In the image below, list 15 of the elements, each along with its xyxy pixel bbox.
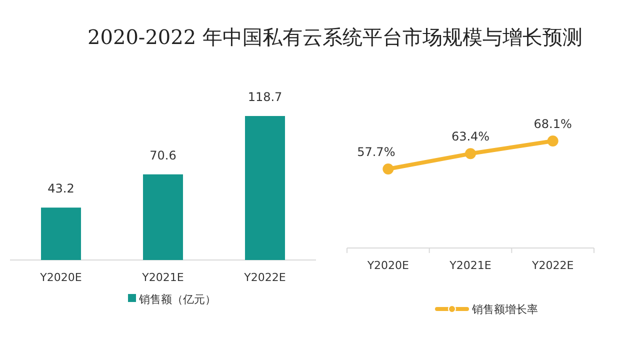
data-label: 70.6 (150, 148, 176, 162)
x-tick-label: Y2022E (243, 271, 286, 284)
legend-label: 销售额（亿元） (138, 293, 216, 306)
data-label: 43.2 (48, 182, 74, 196)
x-tick-label: Y2020E (39, 271, 82, 284)
x-tick-label: Y2020E (366, 259, 410, 272)
data-label: 63.4% (451, 130, 490, 144)
data-label: 68.1% (534, 117, 572, 131)
legend-label: 销售额增长率 (471, 303, 538, 316)
x-tick-label: Y2022E (530, 259, 574, 272)
x-tick-label: Y2021E (141, 271, 184, 284)
data-label: 118.7 (248, 90, 282, 104)
x-tick-label: Y2021E (448, 259, 492, 272)
data-label: 57.7% (357, 145, 396, 159)
chart-title: 2020-2022 年中国私有云系统平台市场规模与增长预测 (88, 25, 582, 49)
